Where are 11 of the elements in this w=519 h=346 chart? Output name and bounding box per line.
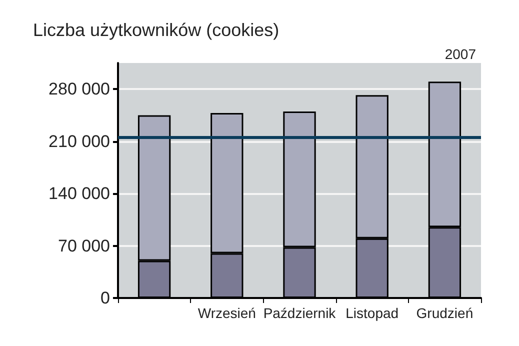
y-tick-label: 70 000 xyxy=(58,236,110,256)
x-tick-label: Wrzesień xyxy=(198,305,256,321)
chart-subtitle: 2007 xyxy=(444,46,476,62)
y-tick-label: 210 000 xyxy=(48,132,110,151)
x-tick-label: Grudzień xyxy=(416,305,474,321)
chart-title: Liczba użytkowników (cookies) xyxy=(33,20,280,40)
x-tick-label: Październik xyxy=(263,305,337,321)
y-tick-label: 0 xyxy=(100,288,110,308)
x-tick-label: Listopad xyxy=(346,305,399,321)
y-tick-label: 140 000 xyxy=(48,184,110,204)
y-tick-label: 280 000 xyxy=(48,80,110,99)
